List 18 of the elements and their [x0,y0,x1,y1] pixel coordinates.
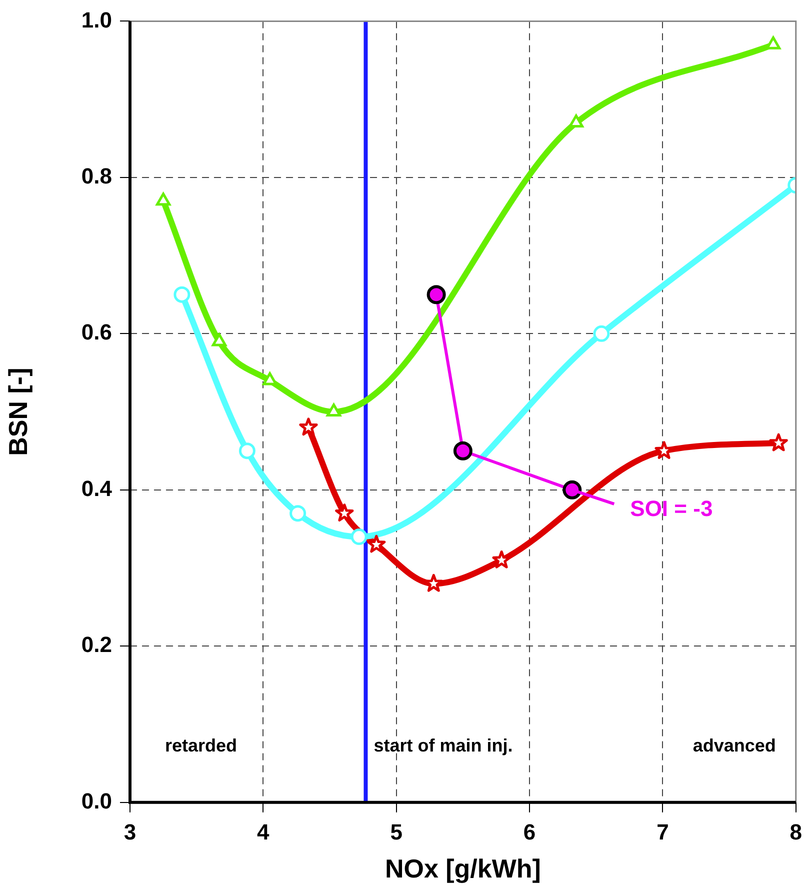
x-tick-label: 5 [390,820,402,845]
y-tick-label: 0.4 [81,476,113,501]
x-axis-title: NOx [g/kWh] [384,854,541,884]
x-tick-label: 7 [656,820,669,845]
y-tick-label: 0.6 [81,320,112,345]
annotation: start of main inj. [374,735,513,756]
x-tick-label: 6 [523,820,536,845]
annotation: SOI = -3 [630,496,713,521]
annotation: retarded [165,735,238,756]
x-tick-label: 4 [257,820,270,845]
y-tick-label: 0.0 [81,788,112,814]
x-tick-label: 3 [124,820,136,845]
y-tick-label: 0.2 [81,632,112,658]
annotation: advanced [692,735,776,756]
x-tick-label: 8 [790,820,802,845]
y-tick-label: 0.8 [81,164,112,189]
y-tick-label: 1.0 [81,7,112,32]
y-axis-title: BSN [-] [2,368,33,456]
